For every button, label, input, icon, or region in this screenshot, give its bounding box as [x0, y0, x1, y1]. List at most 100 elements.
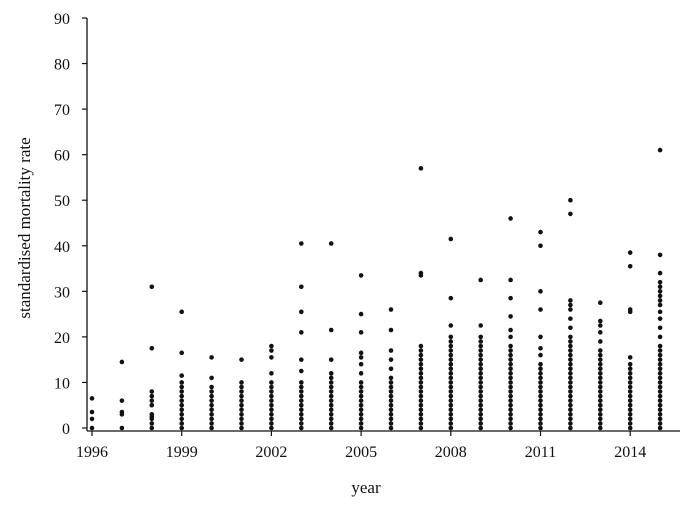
data-point — [568, 325, 573, 331]
data-point — [269, 416, 274, 422]
data-point — [299, 389, 304, 394]
data-point — [418, 166, 424, 171]
data-point — [418, 407, 424, 413]
data-point — [598, 380, 603, 385]
data-point — [508, 407, 513, 413]
data-point — [269, 412, 274, 417]
data-point — [358, 355, 364, 360]
data-point — [89, 425, 95, 431]
data-point — [358, 393, 364, 399]
x-tick-label: 2008 — [435, 444, 467, 461]
data-point — [328, 402, 334, 408]
data-point — [239, 357, 244, 362]
data-point — [657, 371, 663, 376]
x-tick-label: 1996 — [76, 444, 108, 461]
data-point — [119, 359, 125, 365]
data-point — [657, 366, 663, 372]
data-point — [328, 425, 334, 431]
y-axis-title: standardised mortality rate — [15, 137, 34, 318]
data-point — [448, 323, 454, 328]
data-point — [448, 343, 454, 349]
data-point — [418, 343, 424, 349]
data-point — [299, 393, 304, 399]
data-point — [328, 416, 334, 422]
data-point — [448, 375, 454, 381]
data-point — [358, 330, 364, 335]
data-point — [627, 402, 633, 408]
data-point — [239, 393, 244, 399]
data-point — [269, 393, 274, 399]
data-point — [89, 396, 95, 401]
data-point — [418, 412, 424, 417]
data-point — [657, 279, 663, 285]
data-point — [388, 402, 394, 408]
data-point — [538, 289, 543, 294]
data-point — [448, 398, 454, 403]
data-point — [657, 316, 663, 321]
data-point — [478, 277, 484, 283]
data-point — [478, 371, 484, 376]
data-point — [358, 416, 364, 422]
data-point — [209, 375, 214, 381]
data-point — [657, 334, 663, 340]
data-point — [478, 343, 484, 349]
data-point — [179, 373, 184, 378]
data-point — [478, 366, 484, 372]
data-point — [269, 343, 274, 349]
data-point — [119, 425, 125, 431]
data-point — [657, 393, 663, 399]
data-point — [328, 384, 334, 390]
data-point — [299, 330, 304, 335]
data-point — [568, 421, 573, 426]
data-point — [388, 389, 394, 394]
data-point — [358, 380, 364, 385]
data-point — [269, 371, 274, 376]
data-point — [448, 339, 454, 344]
data-point — [538, 425, 543, 431]
data-point — [358, 402, 364, 408]
data-point — [478, 334, 484, 340]
data-point — [299, 241, 304, 246]
data-point — [328, 398, 334, 403]
data-point — [299, 416, 304, 422]
data-point — [657, 398, 663, 403]
data-point — [388, 307, 394, 312]
data-point — [598, 421, 603, 426]
data-point — [627, 398, 633, 403]
data-point — [568, 302, 573, 308]
data-point — [568, 316, 573, 321]
data-point — [418, 402, 424, 408]
data-point — [478, 393, 484, 399]
y-tick-label: 60 — [54, 148, 70, 165]
data-point — [388, 384, 394, 390]
data-point — [627, 371, 633, 376]
x-axis-title: year — [351, 478, 381, 497]
data-point — [657, 348, 663, 353]
data-point — [448, 366, 454, 372]
data-point — [538, 389, 543, 394]
data-point — [657, 357, 663, 362]
data-point — [448, 393, 454, 399]
data-point — [478, 416, 484, 422]
data-point — [179, 393, 184, 399]
data-point — [388, 375, 394, 381]
data-point — [328, 412, 334, 417]
data-point — [598, 402, 603, 408]
data-point — [328, 241, 334, 246]
data-point — [209, 421, 214, 426]
data-point — [598, 393, 603, 399]
data-point — [269, 398, 274, 403]
y-tick-label: 90 — [54, 11, 70, 28]
data-point — [418, 270, 424, 276]
data-point — [269, 380, 274, 385]
data-point — [328, 421, 334, 426]
data-point — [538, 416, 543, 422]
data-point — [418, 348, 424, 353]
data-point — [508, 327, 513, 333]
data-point — [388, 393, 394, 399]
data-point — [508, 393, 513, 399]
x-tick-label: 2005 — [345, 444, 377, 461]
data-point — [508, 348, 513, 353]
data-point — [508, 216, 513, 221]
data-point — [598, 412, 603, 417]
